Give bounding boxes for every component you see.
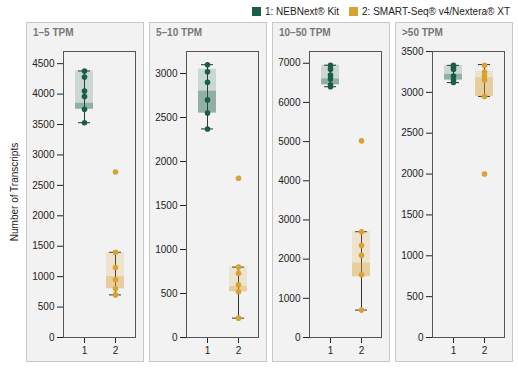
svg-text:1: 1	[82, 345, 88, 356]
svg-text:4000: 4000	[278, 175, 301, 186]
svg-text:2: 2	[359, 345, 365, 356]
svg-text:2500: 2500	[401, 127, 424, 138]
svg-text:2: 2	[482, 345, 488, 356]
svg-text:2000: 2000	[155, 156, 178, 167]
svg-text:3000: 3000	[278, 214, 301, 225]
svg-text:2000: 2000	[278, 253, 301, 264]
svg-text:500: 500	[38, 301, 55, 312]
svg-text:500: 500	[161, 288, 178, 299]
svg-text:0: 0	[49, 332, 55, 343]
svg-text:2500: 2500	[155, 112, 178, 123]
svg-text:2500: 2500	[32, 180, 55, 191]
html-text:>50 TPM: >50 TPM	[402, 27, 443, 38]
html-text:Number of Transcripts: Number of Transcripts	[8, 142, 20, 242]
html-text:2: SMART-Seq® v4/Nextera® XT: 2: SMART-Seq® v4/Nextera® XT	[362, 5, 510, 17]
svg-text:7000: 7000	[278, 57, 301, 68]
html-text:10–50 TPM: 10–50 TPM	[279, 27, 331, 38]
svg-text:0: 0	[418, 332, 424, 343]
svg-text:1500: 1500	[401, 209, 424, 220]
svg-text:3000: 3000	[401, 87, 424, 98]
svg-text:3000: 3000	[32, 149, 55, 160]
svg-text:1000: 1000	[32, 271, 55, 282]
svg-text:0: 0	[172, 332, 178, 343]
svg-text:2000: 2000	[401, 168, 424, 179]
svg-text:3500: 3500	[401, 46, 424, 57]
svg-text:0: 0	[295, 332, 301, 343]
svg-text:4500: 4500	[32, 58, 55, 69]
svg-text:2000: 2000	[32, 210, 55, 221]
svg-text:3500: 3500	[32, 119, 55, 130]
svg-text:1: 1	[205, 345, 211, 356]
html-text:5–10 TPM: 5–10 TPM	[156, 27, 203, 38]
svg-text:1500: 1500	[32, 240, 55, 251]
svg-text:2: 2	[113, 345, 119, 356]
svg-text:1500: 1500	[155, 200, 178, 211]
svg-text:5000: 5000	[278, 136, 301, 147]
svg-text:1: 1	[328, 345, 334, 356]
svg-text:1000: 1000	[278, 293, 301, 304]
svg-text:3000: 3000	[155, 68, 178, 79]
svg-text:2: 2	[236, 345, 242, 356]
html-text:1–5 TPM: 1–5 TPM	[33, 27, 74, 38]
svg-text:1000: 1000	[155, 244, 178, 255]
svg-text:500: 500	[407, 291, 424, 302]
svg-text:1: 1	[451, 345, 457, 356]
svg-text:1000: 1000	[401, 250, 424, 261]
svg-text:4000: 4000	[32, 88, 55, 99]
svg-text:6000: 6000	[278, 97, 301, 108]
html-text:1: NEBNext® Kit: 1: NEBNext® Kit	[265, 5, 340, 17]
